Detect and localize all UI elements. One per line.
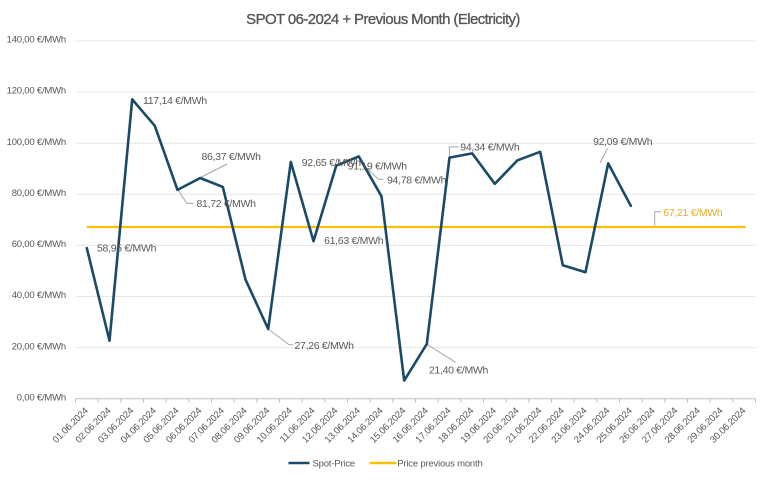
svg-text:100,00 €/MWh: 100,00 €/MWh	[7, 137, 66, 148]
svg-text:94,34 €/MWh: 94,34 €/MWh	[460, 141, 520, 153]
svg-text:92,65 €/MWh: 92,65 €/MWh	[302, 157, 362, 169]
svg-text:140,00 €/MWh: 140,00 €/MWh	[7, 35, 66, 46]
svg-text:40,00 €/MWh: 40,00 €/MWh	[12, 290, 66, 301]
svg-text:94,78 €/MWh: 94,78 €/MWh	[387, 175, 447, 187]
svg-text:61,63 €/MWh: 61,63 €/MWh	[324, 235, 384, 247]
svg-text:SPOT 06-2024 + Previous Month: SPOT 06-2024 + Previous Month (Electrici…	[246, 11, 520, 28]
svg-text:67,21 €/MWh: 67,21 €/MWh	[663, 207, 723, 219]
svg-text:Price previous month: Price previous month	[397, 458, 482, 469]
svg-text:86,37 €/MWh: 86,37 €/MWh	[202, 151, 262, 163]
svg-text:0,00 €/MWh: 0,00 €/MWh	[17, 392, 66, 403]
svg-text:58,95 €/MWh: 58,95 €/MWh	[97, 243, 157, 255]
svg-text:120,00 €/MWh: 120,00 €/MWh	[7, 86, 66, 97]
svg-text:81,72 €/MWh: 81,72 €/MWh	[197, 198, 257, 210]
svg-text:20,00 €/MWh: 20,00 €/MWh	[12, 341, 66, 352]
svg-text:117,14 €/MWh: 117,14 €/MWh	[143, 95, 207, 107]
svg-text:92,09 €/MWh: 92,09 €/MWh	[593, 136, 653, 148]
svg-text:21,40 €/MWh: 21,40 €/MWh	[429, 365, 489, 377]
svg-text:Spot-Price: Spot-Price	[313, 458, 355, 469]
svg-text:80,00 €/MWh: 80,00 €/MWh	[12, 188, 66, 199]
svg-text:60,00 €/MWh: 60,00 €/MWh	[12, 239, 66, 250]
svg-text:27,26 €/MWh: 27,26 €/MWh	[295, 340, 355, 352]
svg-text:91,19 €/MWh: 91,19 €/MWh	[348, 161, 408, 173]
